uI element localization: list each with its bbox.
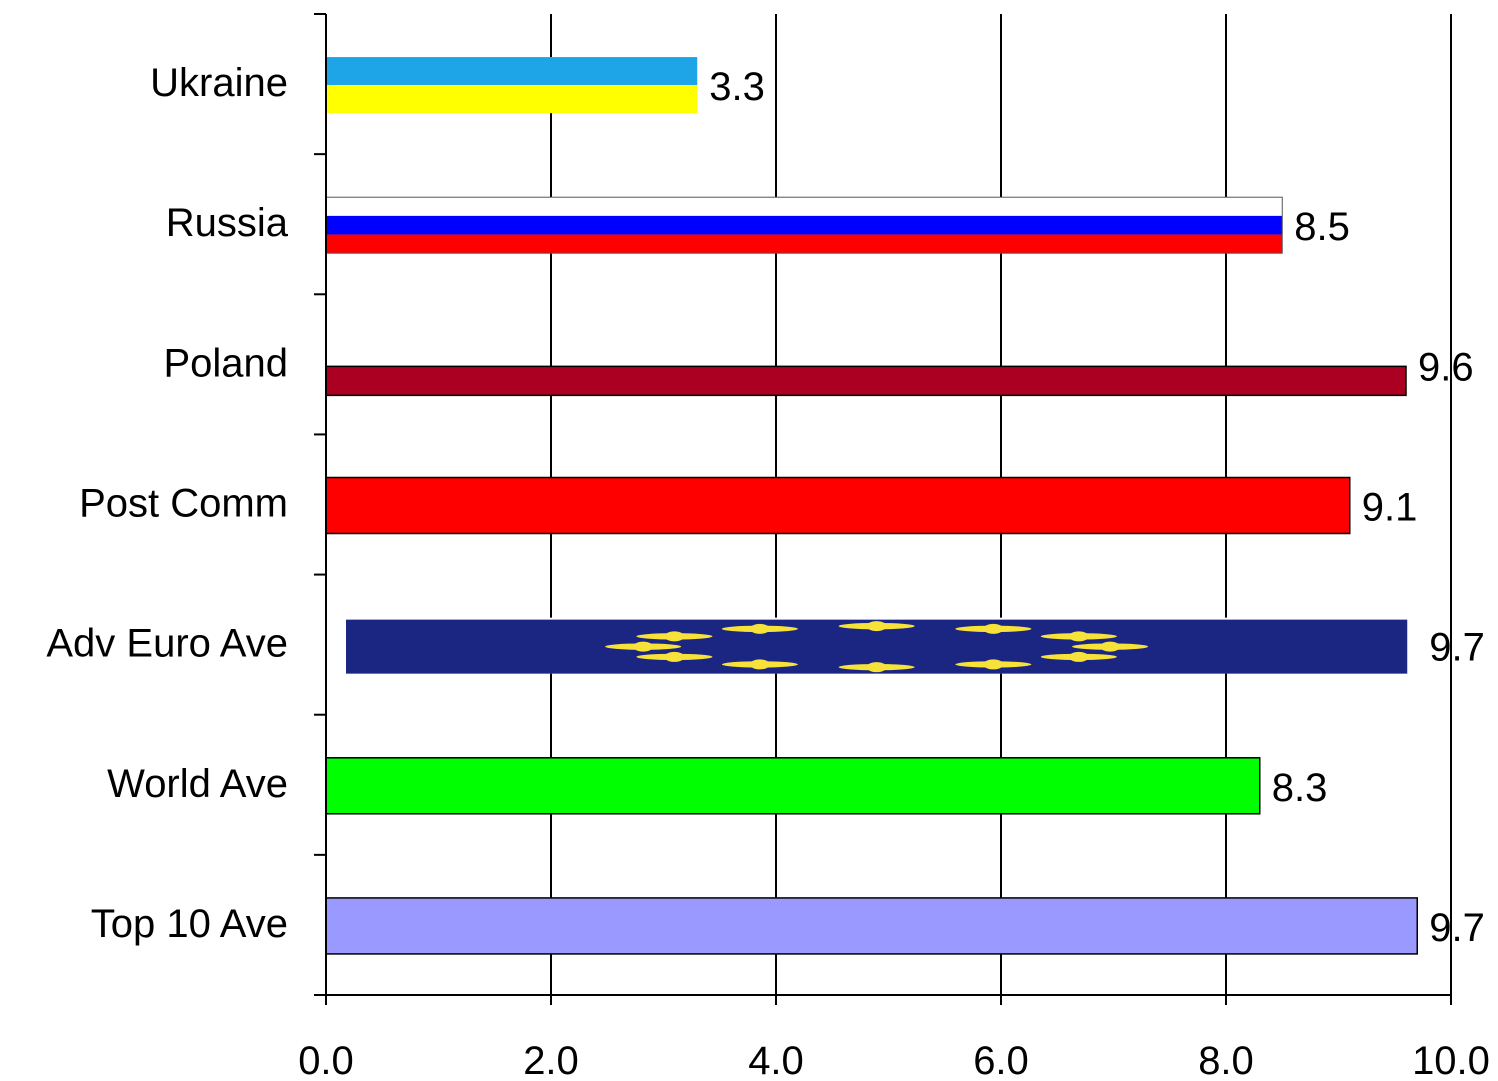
- eu-star-icon: [664, 631, 685, 642]
- value-label: 8.3: [1272, 766, 1328, 810]
- category-label: Top 10 Ave: [91, 902, 288, 946]
- bar-band: [326, 85, 698, 114]
- eu-star-icon: [1100, 641, 1121, 652]
- eu-star-icon: [983, 623, 1004, 634]
- bar-poland: [325, 365, 1407, 397]
- category-label: Ukraine: [150, 61, 288, 105]
- bar-russia: [325, 196, 1283, 254]
- value-label: 9.1: [1362, 486, 1418, 530]
- value-label: 9.7: [1429, 906, 1485, 950]
- eu-star-icon: [866, 621, 887, 632]
- bar-adv-euro-ave: [326, 617, 1418, 674]
- eu-star-icon: [983, 659, 1004, 670]
- x-tick-label: 10.0: [1412, 1039, 1490, 1081]
- bar-world-ave: [325, 757, 1261, 815]
- bar-fill: [325, 757, 1261, 815]
- eu-star-icon: [749, 659, 770, 670]
- eu-star-icon: [664, 651, 685, 662]
- axes: [314, 13, 1452, 1005]
- bar-fill: [325, 476, 1351, 535]
- category-label: World Ave: [107, 762, 288, 806]
- eu-star-icon: [1068, 651, 1089, 662]
- value-label: 9.6: [1418, 345, 1474, 389]
- x-tick-label: 8.0: [1198, 1039, 1254, 1081]
- value-label: 9.7: [1429, 626, 1485, 670]
- value-label: 8.5: [1294, 205, 1350, 249]
- labels: 3.3 Ukraine 8.5 Russia 9.6 Poland 9.1 Post Comm…: [46, 61, 1490, 1081]
- x-tick-label: 2.0: [523, 1039, 579, 1081]
- eu-star-icon: [633, 641, 654, 652]
- bar-post-comm: [325, 476, 1351, 535]
- category-label: Russia: [166, 201, 289, 245]
- x-tick-label: 4.0: [748, 1039, 804, 1081]
- bar-band: [326, 197, 1283, 216]
- bar-band: [326, 215, 1283, 235]
- eu-star-icon: [866, 662, 887, 673]
- value-label: 3.3: [709, 65, 765, 109]
- category-label: Adv Euro Ave: [46, 622, 288, 666]
- bar-top-10-ave: [325, 897, 1418, 955]
- eu-star-icon: [1068, 631, 1089, 642]
- bar-ukraine: [326, 57, 698, 114]
- bar-fill: [325, 365, 1407, 397]
- category-label: Post Comm: [79, 482, 288, 526]
- category-label: Poland: [163, 341, 288, 385]
- bar-fill: [325, 897, 1418, 955]
- x-tick-label: 6.0: [973, 1039, 1029, 1081]
- bars: [325, 57, 1418, 955]
- x-tick-label: 0.0: [298, 1039, 354, 1081]
- bar-band: [326, 57, 698, 86]
- bar-band: [326, 234, 1283, 254]
- eu-star-icon: [749, 623, 770, 634]
